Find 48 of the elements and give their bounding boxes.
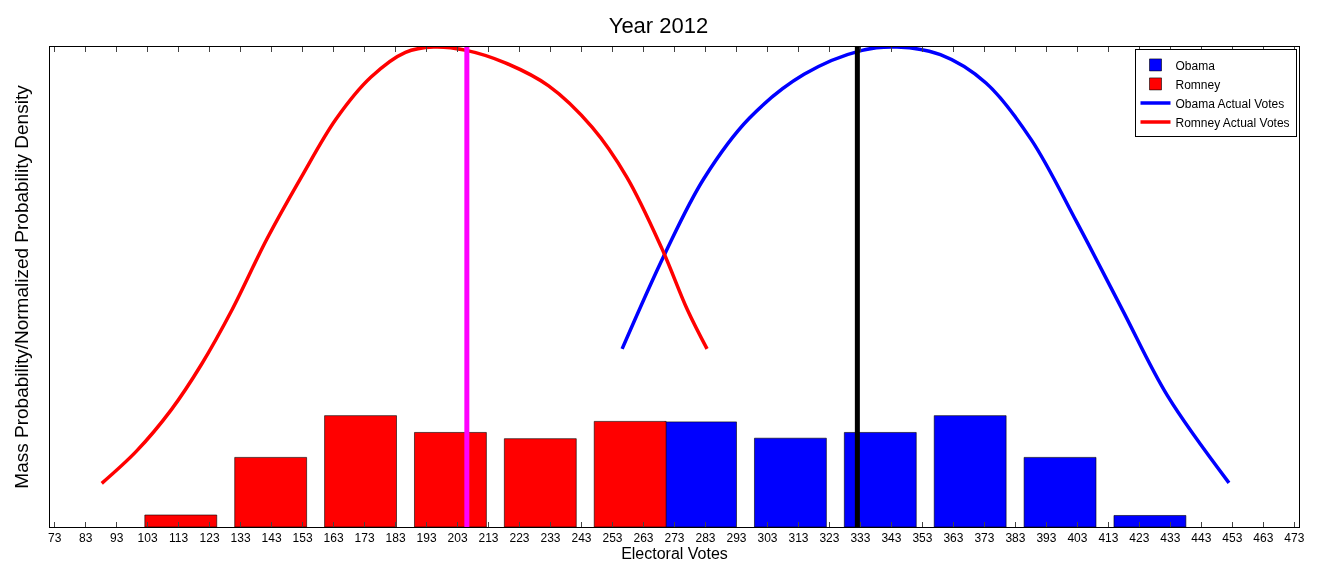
x-tick-label: 353 <box>912 531 933 546</box>
x-tick-label: 153 <box>292 531 313 546</box>
x-tick-label: 403 <box>1067 531 1088 546</box>
x-tick-label: 453 <box>1222 531 1243 546</box>
x-tick-label: 163 <box>323 531 344 546</box>
x-tick-label: 273 <box>664 531 685 546</box>
x-tick-label: 393 <box>1036 531 1057 546</box>
x-tick-label: 263 <box>633 531 654 546</box>
x-tick-label: 93 <box>109 531 124 546</box>
x-tick-label: 173 <box>354 531 375 546</box>
x-tick-label: 213 <box>478 531 499 546</box>
x-tick-label: 143 <box>261 531 282 546</box>
x-tick-label: 423 <box>1129 531 1150 546</box>
x-tick-label: 463 <box>1253 531 1274 546</box>
x-tick-label: 333 <box>850 531 871 546</box>
x-tick-label: 473 <box>1284 531 1305 546</box>
x-tick-label: 433 <box>1160 531 1181 546</box>
x-axis-title: Electoral Votes <box>621 545 728 563</box>
x-tick-label: 203 <box>447 531 468 546</box>
x-tick-label: 233 <box>540 531 561 546</box>
x-tick-label: 73 <box>47 531 62 546</box>
legend-label: Obama <box>1175 58 1216 73</box>
x-tick-label: 443 <box>1191 531 1212 546</box>
x-tick-label: 243 <box>571 531 592 546</box>
x-tick-label: 383 <box>1005 531 1026 546</box>
x-tick-label: 183 <box>385 531 406 546</box>
x-tick-label: 283 <box>695 531 716 546</box>
x-tick-label: 223 <box>509 531 530 546</box>
legend-label: Obama Actual Votes <box>1175 96 1285 111</box>
x-tick-label: 303 <box>757 531 778 546</box>
x-tick-label: 363 <box>943 531 964 546</box>
x-tick-label: 193 <box>416 531 437 546</box>
x-tick-label: 293 <box>726 531 747 546</box>
x-tick-label: 113 <box>169 531 189 546</box>
x-tick-label: 133 <box>230 531 251 546</box>
x-tick-label: 323 <box>819 531 840 546</box>
x-tick-label: 343 <box>881 531 902 546</box>
x-tick-label: 123 <box>199 531 220 546</box>
legend-label: Romney <box>1175 77 1221 92</box>
x-tick-label: 83 <box>78 531 93 546</box>
x-tick-label: 373 <box>974 531 995 546</box>
x-tick-label: 103 <box>137 531 158 546</box>
legend-label: Romney Actual Votes <box>1175 115 1290 130</box>
x-tick-label: 253 <box>602 531 623 546</box>
x-tick-label: 413 <box>1098 531 1119 546</box>
x-tick-label: 313 <box>788 531 809 546</box>
y-axis-title: Mass Probability/Normalized Probability Density <box>10 84 32 489</box>
chart-title: Year 2012 <box>608 12 709 38</box>
